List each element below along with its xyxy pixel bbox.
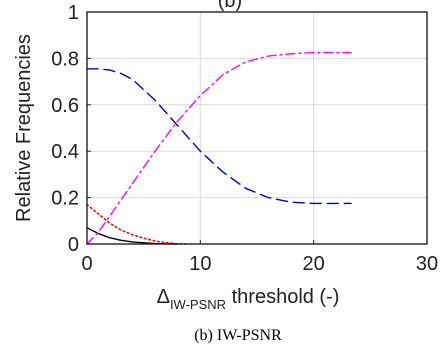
x-tick-label: 10 (189, 253, 211, 275)
x-tick-label: 0 (81, 253, 92, 275)
y-tick-label: 0 (68, 234, 79, 256)
x-axis-label-main: Δ (157, 286, 170, 308)
y-tick-label: 0.2 (51, 188, 79, 210)
y-tick-label: 0.6 (51, 95, 79, 117)
y-tick-label: 0.4 (51, 141, 79, 163)
chart-title-fragment: (b) (218, 0, 242, 12)
series-line-4-dashdot (86, 51, 352, 245)
figure-caption: (b) IW-PSNR (194, 327, 282, 344)
tick-marks (86, 11, 428, 245)
plot-frame (86, 11, 428, 245)
x-axis-label: ΔIW-PSNR threshold (-) (157, 286, 340, 312)
plot-background (87, 12, 427, 244)
x-axis-label-suffix: threshold (-) (226, 286, 339, 308)
x-tick-label: 30 (416, 253, 438, 275)
series-line-3-dashed (86, 68, 352, 205)
y-axis-label: Relative Frequencies (13, 34, 35, 222)
y-tick-label: 1 (68, 2, 79, 24)
x-axis-label-subscript: IW-PSNR (170, 297, 226, 312)
tick-labels: 0 10 20 30 0 0.2 0.4 0.6 0.8 1 (51, 2, 438, 275)
y-tick-label: 0.8 (51, 48, 79, 70)
x-tick-label: 20 (303, 253, 325, 275)
